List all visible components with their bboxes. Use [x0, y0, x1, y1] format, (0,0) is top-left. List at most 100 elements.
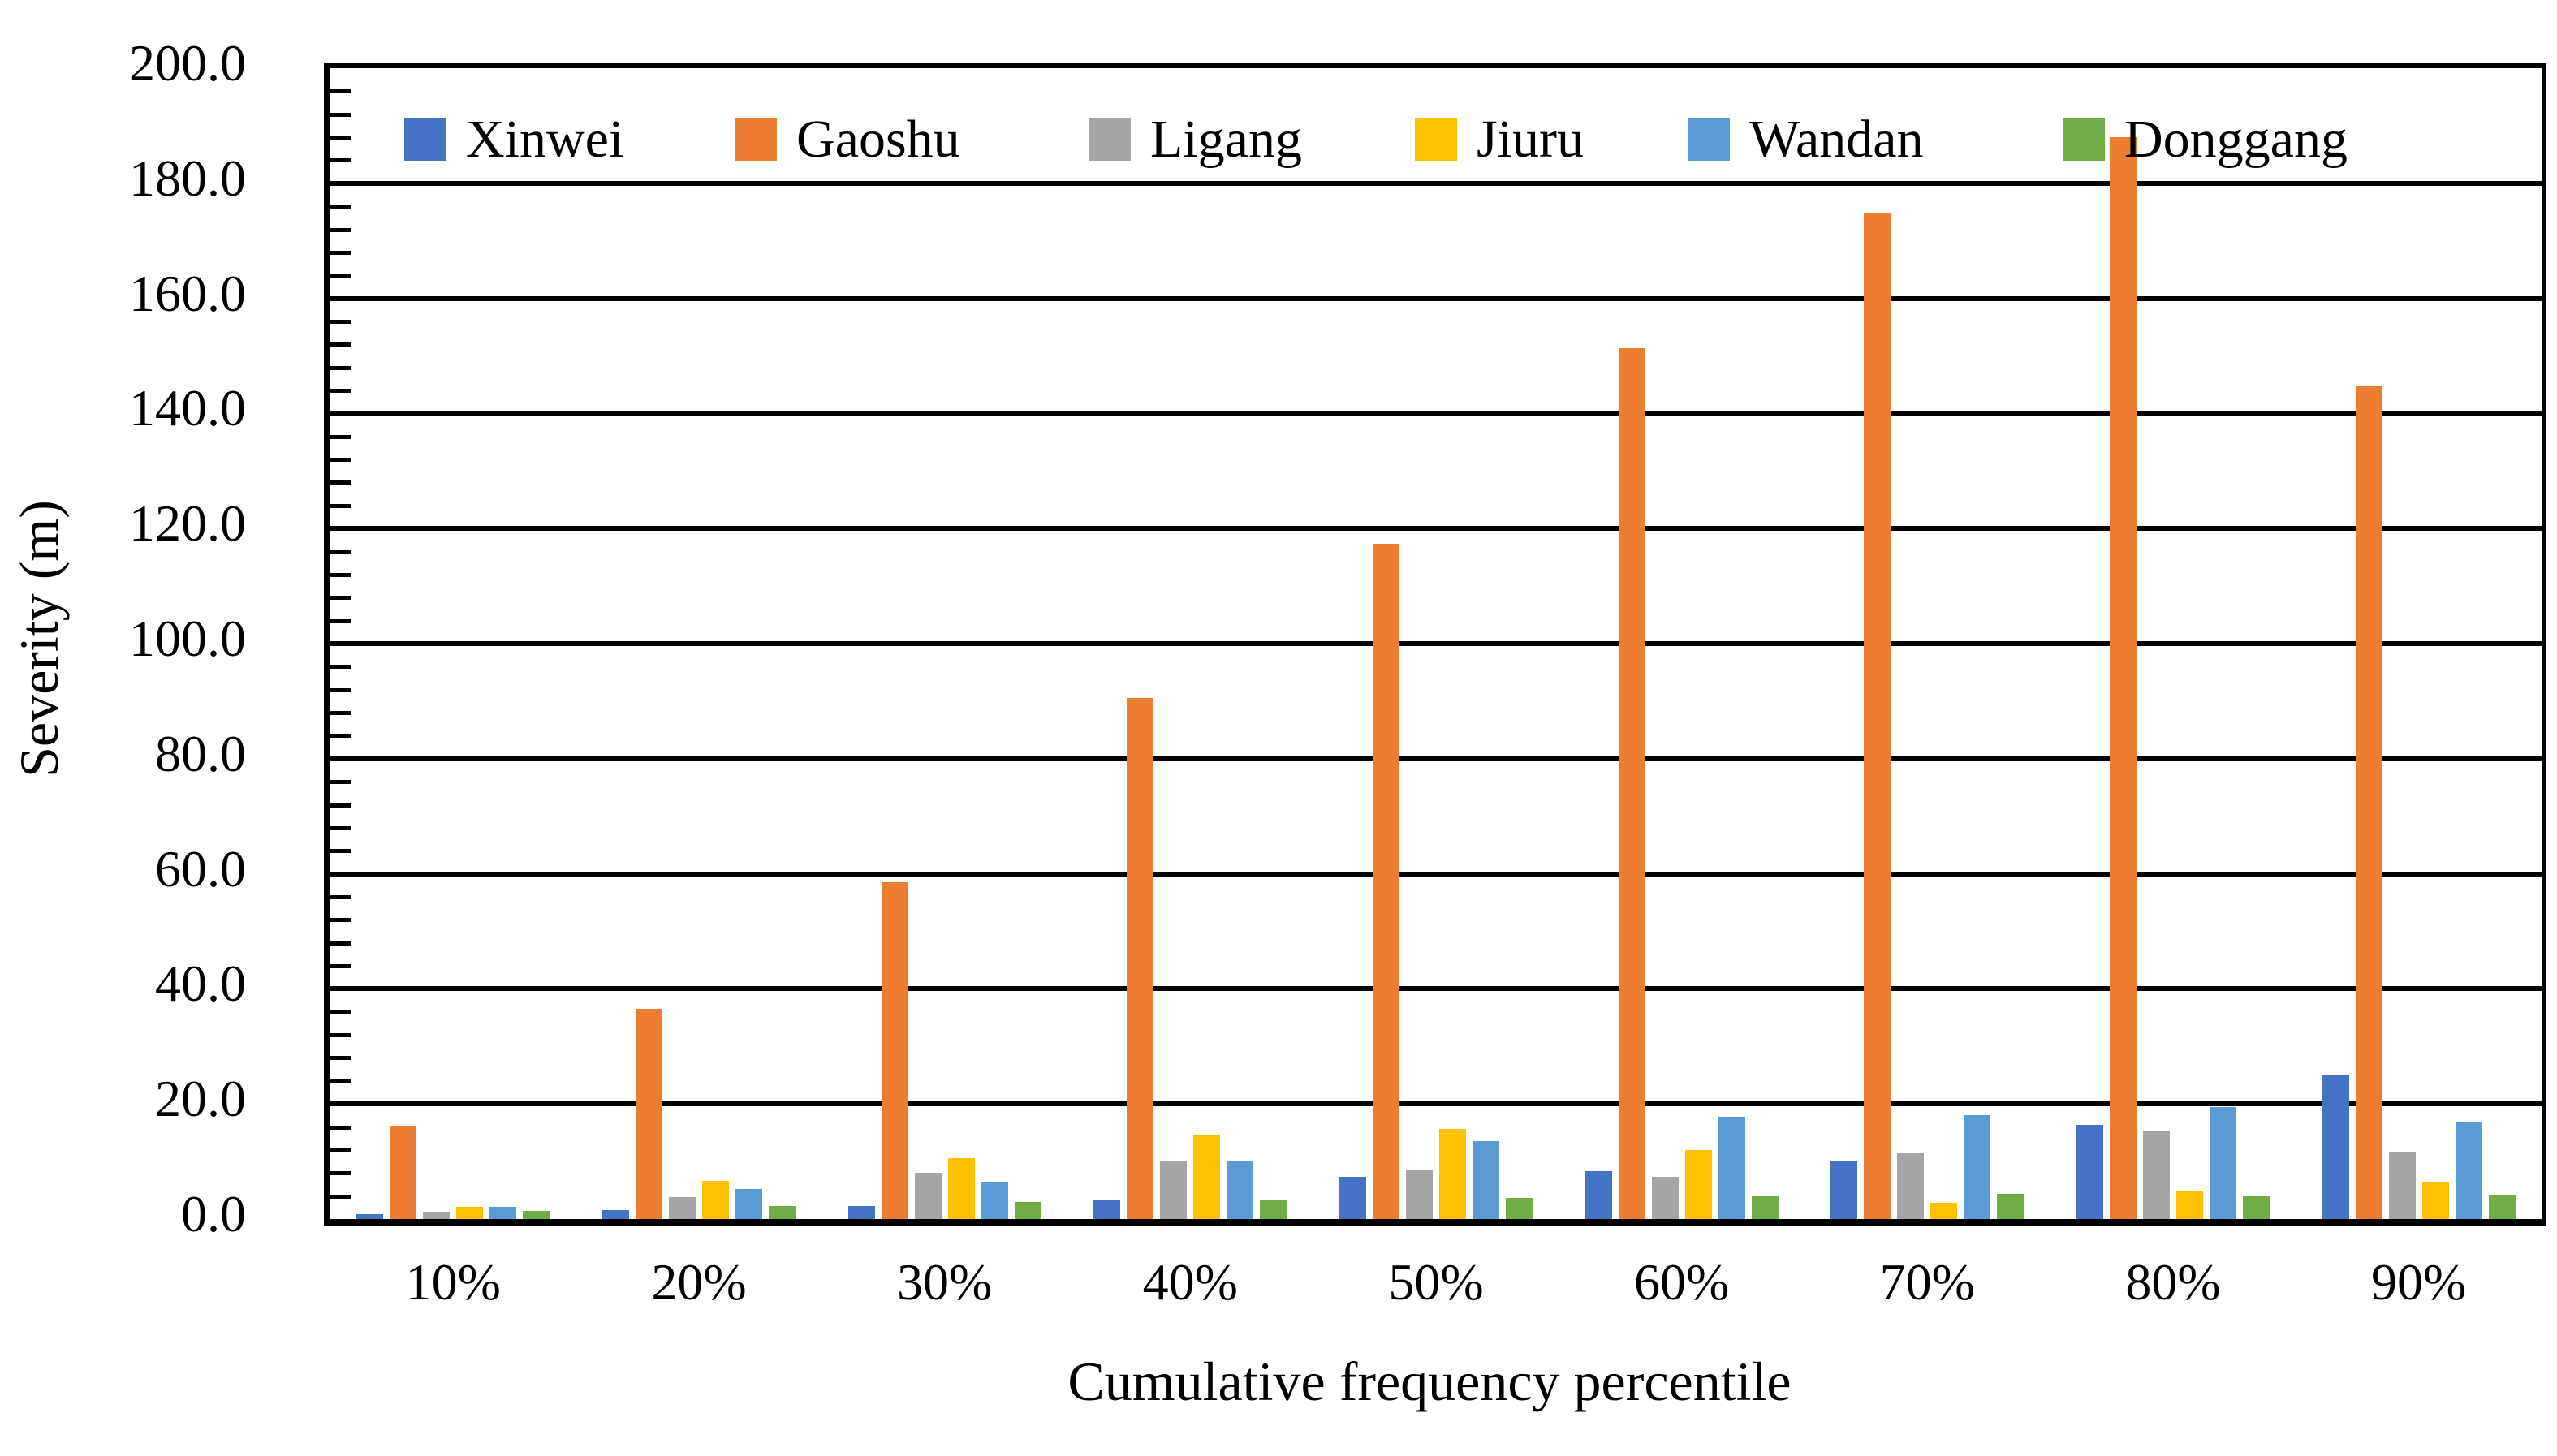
y-tick-label: 160.0 [129, 264, 246, 322]
bar-ligang-70% [1897, 1153, 1925, 1219]
bar-donggang-90% [2488, 1195, 2516, 1219]
bar-donggang-40% [1260, 1200, 1287, 1219]
bar-wandan-10% [489, 1207, 517, 1219]
y-tick-label: 80.0 [155, 724, 246, 782]
bar-ligang-30% [914, 1173, 942, 1219]
bar-wandan-70% [1964, 1114, 1991, 1219]
minor-tick [330, 734, 351, 739]
bar-donggang-50% [1506, 1198, 1533, 1219]
minor-tick [330, 274, 351, 278]
minor-tick [330, 803, 351, 808]
minor-tick [330, 365, 351, 370]
major-gridline [330, 986, 2542, 992]
legend-label: Jiuru [1477, 110, 1584, 169]
x-tick-label: 20% [651, 1253, 747, 1311]
minor-tick [330, 618, 351, 623]
bar-ligang-90% [2388, 1152, 2416, 1219]
bar-xinwei-90% [2322, 1075, 2349, 1219]
major-gridline [330, 756, 2542, 761]
minor-tick [330, 480, 351, 485]
legend-swatch-xinwei [404, 118, 446, 161]
legend-label: Gaoshu [796, 110, 960, 169]
legend-swatch-gaoshu [735, 118, 777, 161]
legend-swatch-wandan [1688, 118, 1730, 161]
minor-tick [330, 112, 351, 117]
minor-tick [330, 227, 351, 232]
x-tick-label: 10% [405, 1253, 501, 1311]
bar-ligang-60% [1651, 1176, 1679, 1219]
major-gridline [330, 1101, 2542, 1107]
minor-tick [330, 1194, 351, 1199]
y-tick-label: 180.0 [129, 149, 246, 207]
legend-swatch-donggang [2063, 118, 2105, 161]
bar-jiuru-40% [1193, 1135, 1221, 1219]
bar-gaoshu-20% [636, 1009, 662, 1219]
minor-tick [330, 964, 351, 969]
bar-jiuru-70% [1930, 1203, 1958, 1219]
major-gridline [330, 526, 2542, 532]
bar-donggang-10% [523, 1211, 550, 1219]
bar-wandan-30% [981, 1182, 1008, 1219]
legend-item-jiuru: Jiuru [1415, 107, 1584, 172]
minor-tick [330, 1125, 351, 1130]
minor-tick [330, 894, 351, 899]
minor-tick [330, 250, 351, 255]
bar-jiuru-10% [456, 1207, 484, 1219]
bar-wandan-40% [1227, 1160, 1254, 1219]
bar-gaoshu-40% [1127, 697, 1154, 1219]
y-tick-label: 100.0 [129, 610, 246, 667]
bar-gaoshu-70% [1864, 212, 1891, 1219]
minor-tick [330, 780, 351, 785]
minor-tick [330, 342, 351, 347]
legend-label: Xinwei [466, 110, 624, 169]
major-gridline [330, 871, 2542, 877]
bar-ligang-40% [1160, 1161, 1188, 1219]
bar-donggang-30% [1014, 1201, 1041, 1219]
y-axis-title: Severity (m) [8, 500, 70, 778]
minor-tick [330, 941, 351, 946]
minor-tick [330, 665, 351, 670]
y-tick-label: 40.0 [155, 954, 246, 1013]
bar-gaoshu-80% [2110, 137, 2137, 1219]
bar-xinwei-70% [1830, 1160, 1858, 1219]
minor-tick [330, 1171, 351, 1176]
bar-donggang-70% [1997, 1193, 2024, 1219]
major-gridline [330, 641, 2542, 646]
bar-wandan-90% [2455, 1122, 2482, 1219]
minor-tick [330, 434, 351, 439]
bar-gaoshu-30% [881, 882, 908, 1219]
bar-xinwei-80% [2076, 1125, 2103, 1219]
bar-jiuru-90% [2421, 1182, 2449, 1219]
minor-tick [330, 918, 351, 923]
legend-item-wandan: Wandan [1688, 107, 1924, 172]
legend-label: Wandan [1749, 110, 1924, 169]
bar-jiuru-60% [1684, 1149, 1712, 1219]
bar-xinwei-10% [356, 1214, 384, 1219]
bar-xinwei-60% [1585, 1171, 1612, 1219]
x-tick-label: 90% [2371, 1253, 2467, 1311]
y-tick-label: 20.0 [155, 1070, 246, 1128]
bar-ligang-20% [669, 1197, 696, 1219]
major-gridline [330, 295, 2542, 301]
bar-donggang-20% [769, 1205, 796, 1219]
legend-label: Ligang [1150, 110, 1302, 169]
minor-tick [330, 158, 351, 163]
plot-area: Xinwei Gaoshu Ligang Jiuru Wandan Donggang [324, 63, 2546, 1226]
bar-gaoshu-60% [1618, 347, 1645, 1219]
y-tick-label: 60.0 [155, 839, 246, 898]
legend-item-donggang: Donggang [2063, 107, 2348, 172]
bar-gaoshu-10% [390, 1126, 417, 1219]
bar-wandan-50% [1473, 1140, 1499, 1219]
bar-wandan-80% [2210, 1106, 2236, 1219]
legend-swatch-ligang [1089, 118, 1131, 161]
minor-tick [330, 89, 351, 94]
minor-tick [330, 596, 351, 601]
bar-ligang-80% [2143, 1131, 2170, 1219]
x-tick-label: 30% [897, 1253, 993, 1311]
legend-item-xinwei: Xinwei [404, 107, 623, 172]
x-tick-label: 60% [1634, 1253, 1730, 1311]
minor-tick [330, 389, 351, 394]
bar-gaoshu-50% [1373, 543, 1399, 1219]
legend-swatch-jiuru [1415, 118, 1457, 161]
